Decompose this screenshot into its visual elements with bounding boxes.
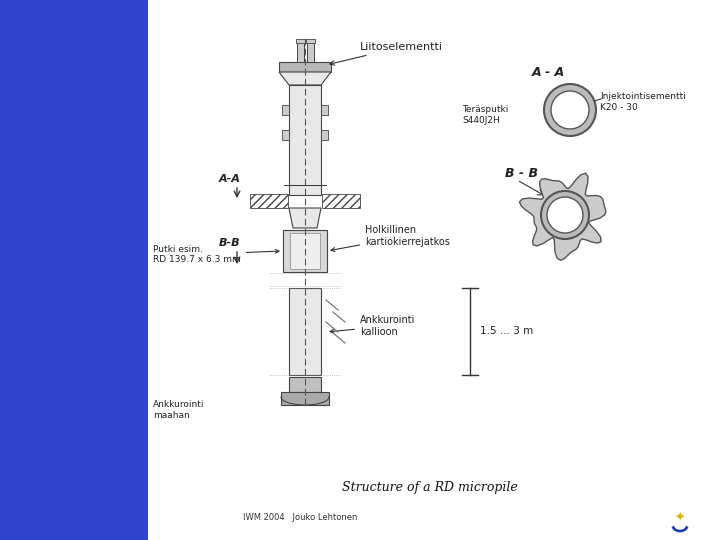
Bar <box>289 85 321 195</box>
Text: Teräsputki
S440J2H: Teräsputki S440J2H <box>462 105 508 125</box>
Polygon shape <box>520 173 606 260</box>
Text: Putki esim.
RD 139.7 x 6.3 mm: Putki esim. RD 139.7 x 6.3 mm <box>153 245 279 264</box>
Text: Injektointisementti
K20 - 30: Injektointisementti K20 - 30 <box>600 92 686 112</box>
Bar <box>307 40 314 62</box>
Text: Structure of a RD micropile: Structure of a RD micropile <box>342 482 518 495</box>
Bar <box>281 392 329 405</box>
Circle shape <box>541 191 589 239</box>
Bar <box>306 39 315 43</box>
Circle shape <box>544 84 596 136</box>
Polygon shape <box>279 72 331 85</box>
Text: Ankkurointi
maahan: Ankkurointi maahan <box>153 400 204 420</box>
Bar <box>289 288 321 375</box>
Bar <box>250 194 288 208</box>
Bar <box>297 40 304 62</box>
Bar <box>282 130 289 140</box>
Text: A-A: A-A <box>219 174 241 184</box>
Text: B - B: B - B <box>505 167 538 180</box>
Bar <box>0 0 148 540</box>
Bar <box>322 194 360 208</box>
Polygon shape <box>289 208 321 228</box>
Text: Holkillinen
kartiokierrejatkos: Holkillinen kartiokierrejatkos <box>331 225 450 252</box>
Text: IWM 2004   Jouko Lehtonen: IWM 2004 Jouko Lehtonen <box>243 514 357 523</box>
Bar <box>321 130 328 140</box>
Bar <box>282 105 289 115</box>
Text: Ankkurointi
kallioon: Ankkurointi kallioon <box>330 315 415 337</box>
Text: B-B: B-B <box>219 238 240 248</box>
Text: Liitoselementti: Liitoselementti <box>330 42 443 65</box>
Bar <box>290 233 320 269</box>
Text: 1.5 ... 3 m: 1.5 ... 3 m <box>480 327 534 336</box>
Bar <box>283 230 327 272</box>
Bar <box>289 377 321 392</box>
Circle shape <box>547 197 583 233</box>
Bar <box>296 39 305 43</box>
Bar <box>321 105 328 115</box>
Text: ✦: ✦ <box>675 511 685 524</box>
Bar <box>279 62 331 72</box>
Circle shape <box>551 91 589 129</box>
Text: A - A: A - A <box>532 66 565 79</box>
